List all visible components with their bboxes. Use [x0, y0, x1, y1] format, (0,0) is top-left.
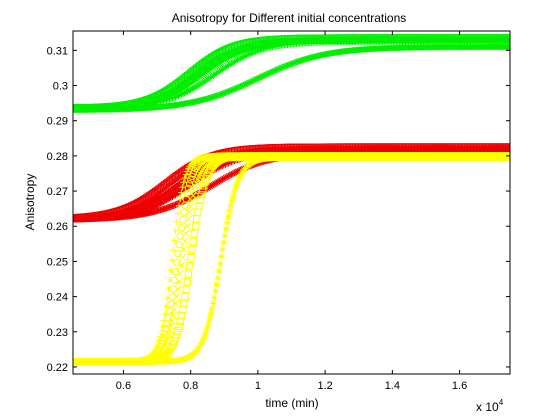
x-multiplier-exponent: 4: [499, 398, 504, 407]
data-point: [208, 311, 214, 317]
x-tick-label: 1.6: [452, 380, 467, 392]
y-axis-label: Anisotropy: [23, 174, 37, 231]
y-tick-label: 0.28: [47, 151, 68, 163]
data-point: [230, 193, 236, 199]
data-point: [204, 325, 210, 331]
y-tick-label: 0.3: [53, 81, 68, 93]
data-point: [223, 226, 229, 232]
data-point: [211, 294, 217, 300]
y-tick-label: 0.29: [47, 116, 68, 128]
x-tick-label: 1.2: [317, 380, 332, 392]
data-point: [210, 300, 216, 306]
data-point: [215, 275, 221, 281]
x-tick-label: 1.4: [385, 380, 400, 392]
x-multiplier-base: x 10: [476, 400, 499, 414]
data-point: [214, 281, 220, 287]
y-tick-label: 0.31: [47, 45, 68, 57]
data-point: [225, 213, 231, 219]
data-point: [229, 197, 235, 203]
x-axis-label: time (min): [265, 396, 318, 410]
data-point: [219, 246, 225, 252]
x-tick-label: 0.6: [116, 380, 131, 392]
y-tick-label: 0.22: [47, 362, 68, 374]
data-point: [221, 239, 227, 245]
data-point: [218, 253, 224, 259]
y-tick-label: 0.26: [47, 221, 68, 233]
data-point: [226, 208, 232, 214]
x-tick-label: 1: [255, 380, 261, 392]
data-point: [222, 232, 228, 238]
y-tick-label: 0.24: [47, 292, 68, 304]
y-tick-label: 0.25: [47, 256, 68, 268]
data-point: [205, 321, 211, 327]
data-point: [228, 202, 234, 208]
chart-title: Anisotropy for Different initial concent…: [172, 11, 407, 25]
data-point: [209, 306, 215, 312]
data-point: [224, 219, 230, 225]
x-tick-label: 0.8: [183, 380, 198, 392]
data-point: [217, 261, 223, 267]
data-point: [206, 316, 212, 322]
y-tick-label: 0.23: [47, 327, 68, 339]
data-point: [216, 268, 222, 274]
y-tick-label: 0.27: [47, 186, 68, 198]
data-point: [212, 288, 218, 294]
